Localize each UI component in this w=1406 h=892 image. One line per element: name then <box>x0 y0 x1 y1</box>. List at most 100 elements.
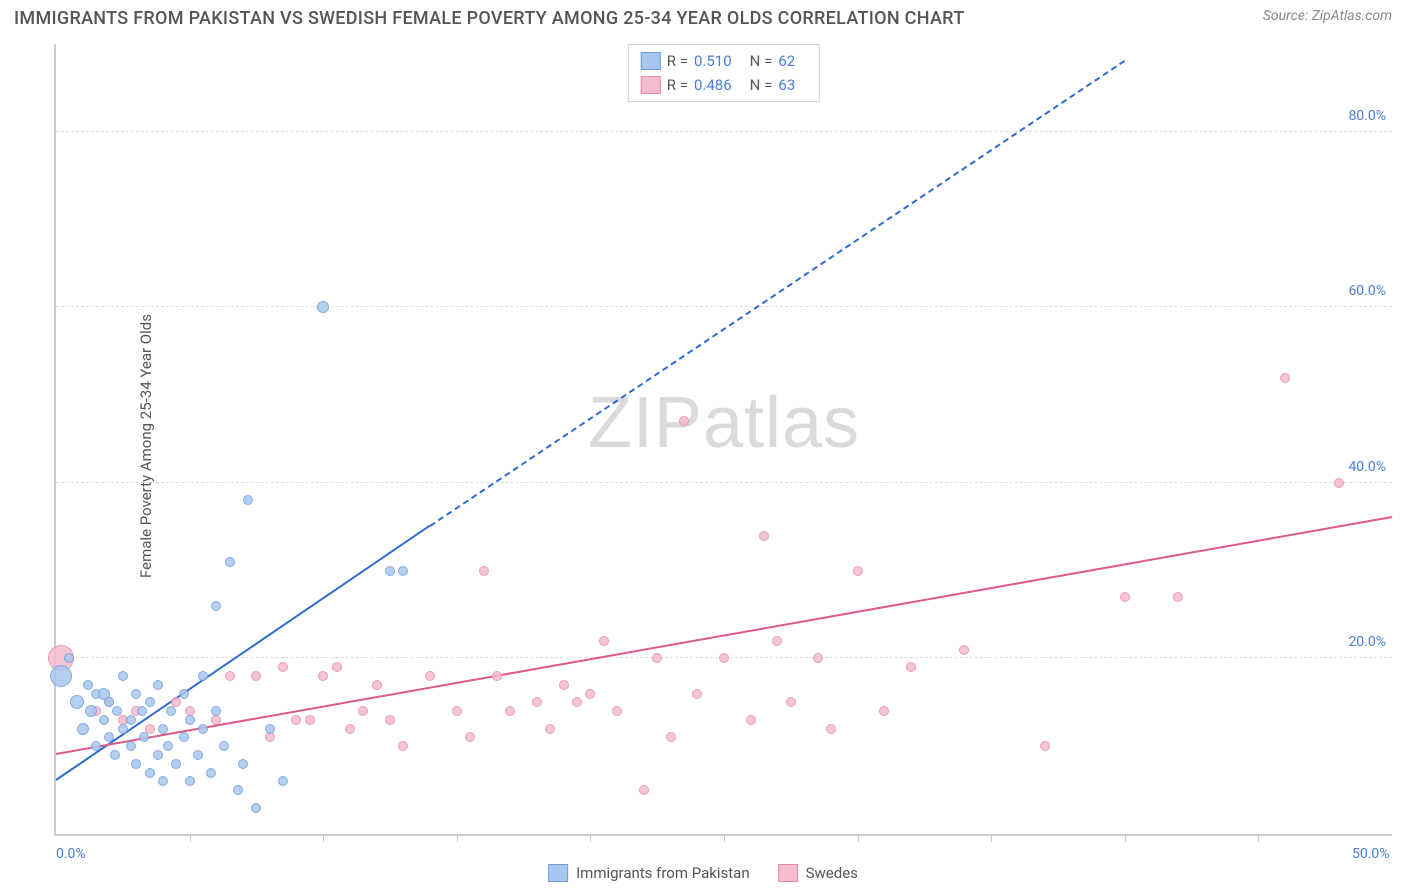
data-point <box>906 662 916 672</box>
data-point <box>99 715 109 725</box>
data-point <box>91 741 101 751</box>
data-point <box>153 750 163 760</box>
r-value-1: 0.510 <box>694 49 732 73</box>
data-point <box>126 741 136 751</box>
data-point <box>211 706 221 716</box>
r-label-2: R = <box>667 73 688 97</box>
data-point <box>585 689 595 699</box>
data-point <box>332 662 342 672</box>
data-point <box>425 671 435 681</box>
source-label: Source: ZipAtlas.com <box>1263 8 1392 24</box>
series-1-name: Immigrants from Pakistan <box>576 864 750 882</box>
data-point <box>679 416 689 426</box>
data-point <box>318 671 328 681</box>
data-point <box>398 566 408 576</box>
data-point <box>479 566 489 576</box>
data-point <box>345 724 355 734</box>
data-point <box>452 706 462 716</box>
data-point <box>171 759 181 769</box>
x-tick-label: 50.0% <box>1352 846 1390 862</box>
data-point <box>786 697 796 707</box>
data-point <box>465 732 475 742</box>
data-point <box>110 750 120 760</box>
data-point <box>198 671 208 681</box>
swatch-series-1 <box>641 52 661 70</box>
data-point <box>185 715 195 725</box>
data-point <box>1120 592 1130 602</box>
data-point <box>163 741 173 751</box>
data-point <box>265 732 275 742</box>
data-point <box>225 671 235 681</box>
data-point <box>233 785 243 795</box>
data-point <box>77 723 89 735</box>
x-tick <box>858 834 859 842</box>
series-2-name: Swedes <box>806 864 858 882</box>
title-bar: IMMIGRANTS FROM PAKISTAN VS SWEDISH FEMA… <box>0 0 1406 29</box>
data-point <box>385 715 395 725</box>
x-tick <box>1258 834 1259 842</box>
data-point <box>278 776 288 786</box>
data-point <box>225 557 235 567</box>
data-point <box>118 671 128 681</box>
data-point <box>137 706 147 716</box>
n-value-1: 62 <box>778 49 795 73</box>
data-point <box>572 697 582 707</box>
trend-line <box>56 516 1392 755</box>
data-point <box>131 759 141 769</box>
data-point <box>85 705 97 717</box>
watermark-brand-b: atlas <box>703 383 860 463</box>
gridline <box>56 482 1392 483</box>
x-tick <box>1125 834 1126 842</box>
x-tick <box>724 834 725 842</box>
data-point <box>64 653 74 663</box>
data-point <box>545 724 555 734</box>
data-point <box>1173 592 1183 602</box>
data-point <box>959 645 969 655</box>
data-point <box>1334 478 1344 488</box>
data-point <box>219 741 229 751</box>
x-tick <box>457 834 458 842</box>
data-point <box>238 759 248 769</box>
x-tick <box>590 834 591 842</box>
x-tick <box>190 834 191 842</box>
data-point <box>1040 741 1050 751</box>
data-point <box>112 706 122 716</box>
swatch-series-2-bottom <box>778 864 798 882</box>
bottom-legend-item-1: Immigrants from Pakistan <box>548 864 750 882</box>
data-point <box>139 732 149 742</box>
data-point <box>104 732 114 742</box>
gridline <box>56 131 1392 132</box>
y-tick-label: 40.0% <box>1348 459 1386 475</box>
data-point <box>145 768 155 778</box>
data-point <box>211 601 221 611</box>
data-point <box>1280 373 1290 383</box>
data-point <box>772 636 782 646</box>
data-point <box>251 803 261 813</box>
x-tick-label: 0.0% <box>56 846 86 862</box>
data-point <box>317 301 329 313</box>
gridline <box>56 306 1392 307</box>
data-point <box>179 689 189 699</box>
bottom-legend-item-2: Swedes <box>778 864 858 882</box>
data-point <box>251 671 261 681</box>
data-point <box>719 653 729 663</box>
data-point <box>158 724 168 734</box>
data-point <box>559 680 569 690</box>
data-point <box>746 715 756 725</box>
data-point <box>358 706 368 716</box>
data-point <box>639 785 649 795</box>
data-point <box>185 776 195 786</box>
data-point <box>153 680 163 690</box>
swatch-series-2 <box>641 76 661 94</box>
data-point <box>612 706 622 716</box>
r-value-2: 0.486 <box>694 73 732 97</box>
data-point <box>492 671 502 681</box>
data-point <box>166 706 176 716</box>
data-point <box>193 750 203 760</box>
data-point <box>398 741 408 751</box>
data-point <box>179 732 189 742</box>
n-value-2: 63 <box>778 73 795 97</box>
data-point <box>211 715 221 725</box>
scatter-plot: ZIPatlas R = 0.510 N = 62 R = 0.486 N = … <box>54 44 1392 836</box>
chart-title: IMMIGRANTS FROM PAKISTAN VS SWEDISH FEMA… <box>14 8 964 29</box>
